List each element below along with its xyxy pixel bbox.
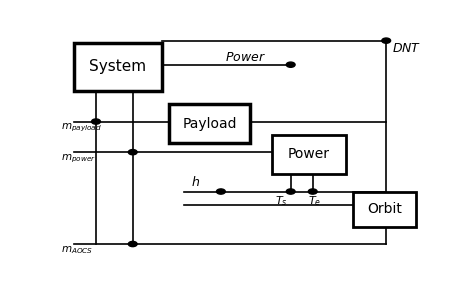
Text: $m_{power}$: $m_{power}$ — [61, 153, 96, 165]
Text: $T_e$: $T_e$ — [308, 195, 321, 208]
Bar — [169, 104, 250, 143]
Text: Orbit: Orbit — [367, 202, 402, 216]
Bar — [74, 43, 162, 91]
Text: $Power$: $Power$ — [225, 51, 265, 64]
Circle shape — [128, 150, 137, 155]
Circle shape — [128, 241, 137, 247]
Circle shape — [286, 189, 295, 194]
Text: $m_{payload}$: $m_{payload}$ — [61, 122, 102, 134]
Text: Payload: Payload — [182, 117, 237, 131]
Text: System: System — [90, 59, 146, 74]
Bar — [272, 135, 346, 174]
Text: $m_{AOCS}$: $m_{AOCS}$ — [61, 245, 93, 256]
Text: $DNT$: $DNT$ — [392, 42, 421, 55]
Circle shape — [308, 189, 317, 194]
Bar — [353, 191, 416, 227]
Text: $h$: $h$ — [191, 175, 201, 189]
Text: Power: Power — [288, 147, 330, 161]
Circle shape — [382, 38, 391, 43]
Circle shape — [91, 119, 100, 124]
Circle shape — [286, 62, 295, 67]
Circle shape — [217, 189, 225, 194]
Text: $T_s$: $T_s$ — [275, 195, 288, 208]
